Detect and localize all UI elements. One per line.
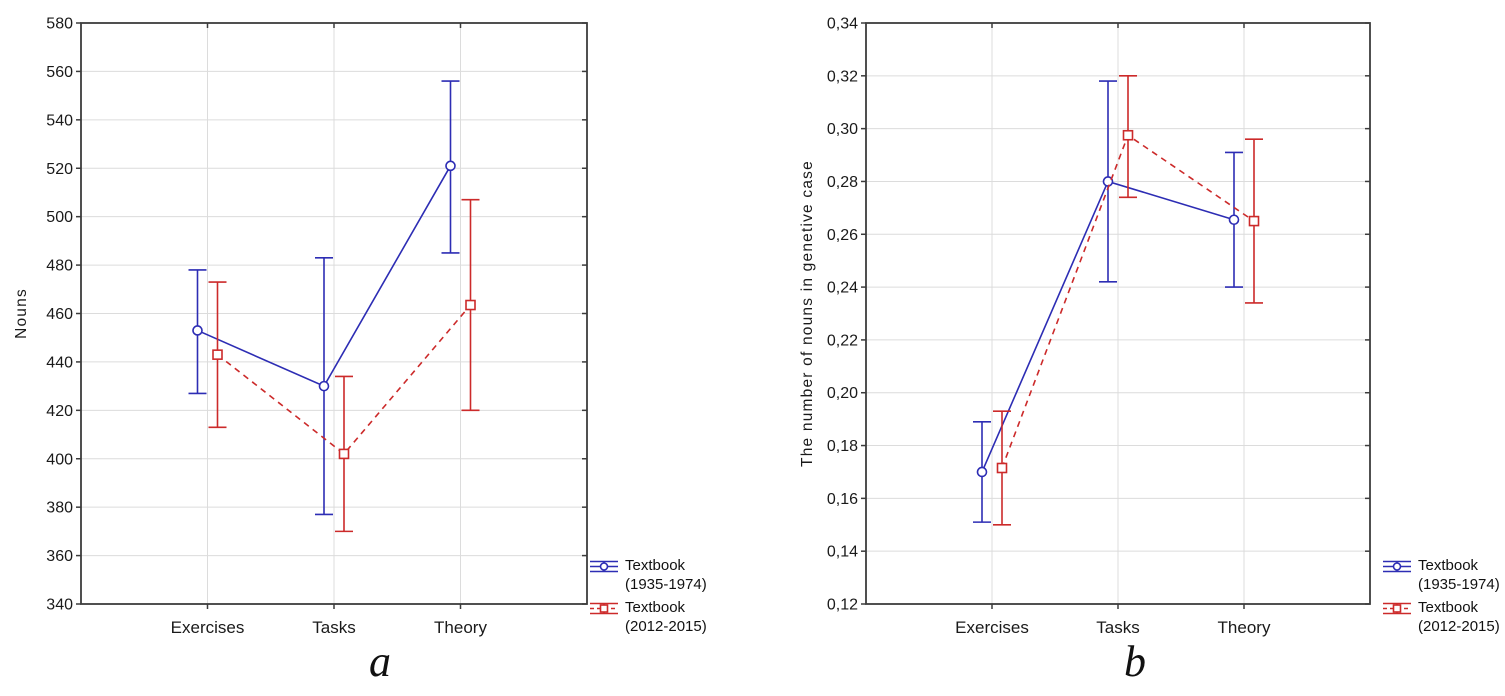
data-point-marker (1122, 129, 1134, 141)
legend-label-line1: Textbook (625, 599, 686, 616)
y-tick-label: 0,14 (827, 544, 858, 561)
x-category-label: Theory (1218, 618, 1271, 637)
y-tick-label: 0,32 (827, 68, 858, 85)
chart-b: 0,12 0,14 0,16 0,18 0,20 0,22 0,24 0,26 0,28 0,30… (799, 16, 1371, 637)
legend-label-line2: (1935-1974) (1418, 576, 1500, 593)
y-tick-label: 560 (46, 64, 73, 81)
x-category-label: Exercises (171, 618, 245, 637)
series-textbook-2012-2015 (208, 198, 480, 533)
y-tick-label: 360 (46, 548, 73, 565)
errorbar-square-legend-icon (590, 602, 618, 615)
chart-a: 340 360 380 400 420 440 460 480 500 520 540 560 580 E… (13, 16, 588, 637)
data-point-marker (996, 462, 1008, 474)
chart-b-legend: Textbook (1935-1974) Textbook (2012-2015… (1382, 556, 1500, 636)
y-tick-label: 0,20 (827, 385, 858, 402)
y-tick-label: 400 (46, 451, 73, 468)
y-axis-title: Nouns (13, 288, 30, 339)
y-tick-label: 380 (46, 500, 73, 517)
legend-label-line2: (1935-1974) (625, 576, 707, 593)
series-textbook-1935-1974 (973, 80, 1243, 523)
chart-a-legend: Textbook (1935-1974) Textbook (2012-2015… (589, 556, 707, 636)
y-tick-label: 0,34 (827, 16, 858, 33)
legend-item-textbook-1935-1974: Textbook (1935-1974) (1382, 556, 1500, 594)
y-axis-title: The number of nouns in genetive case (799, 160, 816, 467)
y-tick-label: 540 (46, 112, 73, 129)
data-point-marker (338, 448, 350, 460)
legend-label-line1: Textbook (625, 557, 686, 574)
y-tick-label: 340 (46, 597, 73, 614)
errorbar-square-legend-icon (1383, 602, 1411, 615)
y-tick-label: 0,12 (827, 597, 858, 614)
data-point-marker (445, 160, 456, 172)
y-tick-label: 420 (46, 403, 73, 420)
data-point-marker (192, 325, 203, 336)
legend-label-line2: (2012-2015) (625, 618, 707, 635)
series-line (217, 304, 472, 456)
errorbar-circle-legend-icon (1383, 560, 1411, 573)
legend-label-line2: (2012-2015) (1418, 618, 1500, 635)
chart-a-caption: a (369, 637, 391, 686)
series-textbook-1935-1974 (188, 80, 460, 516)
data-point-marker (1248, 215, 1260, 227)
legend-label-line1: Textbook (1418, 599, 1479, 616)
data-point-marker (465, 299, 476, 311)
legend-label-line1: Textbook (1418, 557, 1479, 574)
y-tick-label: 460 (46, 306, 73, 323)
x-category-label: Theory (434, 618, 487, 637)
chart-b-caption: b (1124, 637, 1146, 686)
y-tick-label: 440 (46, 354, 73, 371)
y-tick-label: 0,24 (827, 280, 858, 297)
x-category-label: Tasks (312, 618, 355, 637)
y-tick-label: 0,30 (827, 121, 858, 138)
x-category-label: Exercises (955, 618, 1029, 637)
y-tick-label: 0,28 (827, 174, 858, 191)
y-tick-label: 480 (46, 258, 73, 275)
x-category-label: Tasks (1096, 618, 1139, 637)
legend-item-textbook-2012-2015: Textbook (2012-2015) (589, 598, 707, 636)
y-tick-label: 580 (46, 16, 73, 33)
y-tick-label: 520 (46, 161, 73, 178)
series-textbook-2012-2015 (993, 75, 1263, 526)
legend-item-textbook-2012-2015: Textbook (2012-2015) (1382, 598, 1500, 636)
y-tick-label: 0,26 (827, 227, 858, 244)
data-point-marker (212, 349, 223, 360)
errorbar-circle-legend-icon (590, 560, 618, 573)
data-point-marker (318, 380, 330, 392)
data-point-marker (1228, 214, 1240, 226)
y-tick-label: 0,22 (827, 332, 858, 349)
y-tick-label: 0,16 (827, 491, 858, 508)
y-tick-label: 0,18 (827, 438, 858, 455)
data-point-marker (976, 466, 988, 478)
y-tick-label: 500 (46, 209, 73, 226)
legend-item-textbook-1935-1974: Textbook (1935-1974) (589, 556, 707, 594)
